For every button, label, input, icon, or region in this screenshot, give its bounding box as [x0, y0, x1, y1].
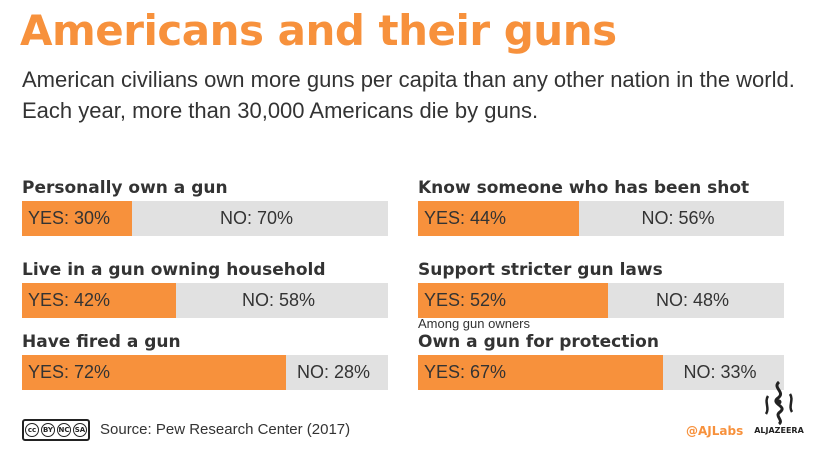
creative-commons-icon: cc BY NC SA [22, 419, 90, 441]
cc-sa-badge: SA [73, 423, 87, 437]
no-bar: YES: 72% NO: 28% [22, 355, 388, 390]
no-data-label: NO: 33% [683, 362, 757, 382]
no-bar: YES: 67% NO: 33% [418, 355, 784, 390]
bar-category-label: Own a gun for protection [418, 332, 659, 352]
no-data-label: NO: 58% [242, 290, 316, 310]
bar-note: Among gun owners [418, 316, 531, 331]
page-title: Americans and their guns [20, 6, 617, 55]
yes-data-label: YES: 72% [28, 362, 111, 382]
bar-category-label: Have fired a gun [22, 332, 181, 352]
bar-category-label: Support stricter gun laws [418, 260, 663, 280]
bar-panel: Live in a gun owning household YES: 42% NO… [22, 259, 388, 318]
no-bar: YES: 42% NO: 58% [22, 283, 388, 318]
no-data-label: NO: 56% [641, 208, 715, 228]
bar-panel: Among gun owners Own a gun for protection… [418, 316, 784, 390]
cc-by-badge: BY [41, 423, 55, 437]
bar-category-label: Know someone who has been shot [418, 178, 750, 198]
brand-name: ALJAZEERA [754, 426, 804, 435]
bar-panel: Have fired a gun YES: 72% NO: 28% [22, 316, 388, 390]
yes-data-label: YES: 30% [28, 208, 111, 228]
no-bar: YES: 44% NO: 56% [418, 201, 784, 236]
page-subtitle: American civilians own more guns per cap… [22, 67, 795, 123]
yes-data-label: YES: 44% [424, 208, 507, 228]
bar-panel: Support stricter gun laws YES: 52% NO: 48% [418, 259, 784, 318]
yes-bar [418, 283, 608, 318]
cc-badge: cc [25, 423, 39, 437]
bar-category-label: Personally own a gun [22, 178, 228, 198]
no-data-label: NO: 48% [656, 290, 730, 310]
no-data-label: NO: 70% [220, 208, 294, 228]
yes-bar [22, 201, 132, 236]
yes-data-label: YES: 42% [28, 290, 111, 310]
no-data-label: NO: 28% [297, 362, 371, 382]
bar-category-label: Live in a gun owning household [22, 260, 326, 280]
source-note: Source: Pew Research Center (2017) [100, 421, 351, 438]
bar-panel: Know someone who has been shot YES: 44% NO… [418, 177, 784, 236]
bar-panel: Personally own a gun YES: 30% NO: 70% [22, 177, 388, 236]
yes-data-label: YES: 52% [424, 290, 507, 310]
yes-bar [418, 201, 579, 236]
yes-bar [22, 283, 176, 318]
no-bar: YES: 52% NO: 48% [418, 283, 784, 318]
bar-note [22, 316, 388, 331]
yes-data-label: YES: 67% [424, 362, 507, 382]
yes-bar [418, 355, 663, 390]
social-handle: @AJLabs [686, 424, 744, 438]
yes-bar [22, 355, 286, 390]
al-jazeera-logo-icon: ALJAZEERA [754, 378, 804, 440]
cc-nc-badge: NC [57, 423, 71, 437]
logo-calligraphy-icon [764, 380, 794, 426]
no-bar: YES: 30% NO: 70% [22, 201, 388, 236]
